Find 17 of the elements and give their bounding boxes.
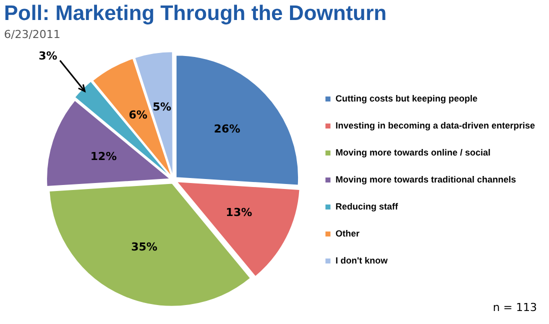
text: n = 113 <box>492 301 537 314</box>
legend-label: Cutting costs but keeping people <box>335 93 478 104</box>
legend-label: Moving more towards online / social <box>335 147 490 158</box>
legend-label: Investing in becoming a data-driven enterprise <box>335 120 535 130</box>
data-label: 6% <box>128 108 148 122</box>
chart-title: Poll: Marketing Through the Downturn <box>4 2 387 26</box>
data-label: 26% <box>214 122 240 136</box>
chart-subtitle: 6/23/2011 <box>4 28 60 41</box>
data-label: 35% <box>131 240 158 254</box>
data-label: 13% <box>226 206 252 220</box>
legend-label: I don't know <box>335 255 389 266</box>
data-label: 5% <box>152 100 172 114</box>
data-label: 12% <box>90 150 117 164</box>
legend-label: Reducing staff <box>335 201 399 212</box>
legend-label: Moving more towards traditional channels <box>335 174 516 184</box>
data-label: 3% <box>38 49 58 62</box>
legend-label: Other <box>335 228 360 238</box>
